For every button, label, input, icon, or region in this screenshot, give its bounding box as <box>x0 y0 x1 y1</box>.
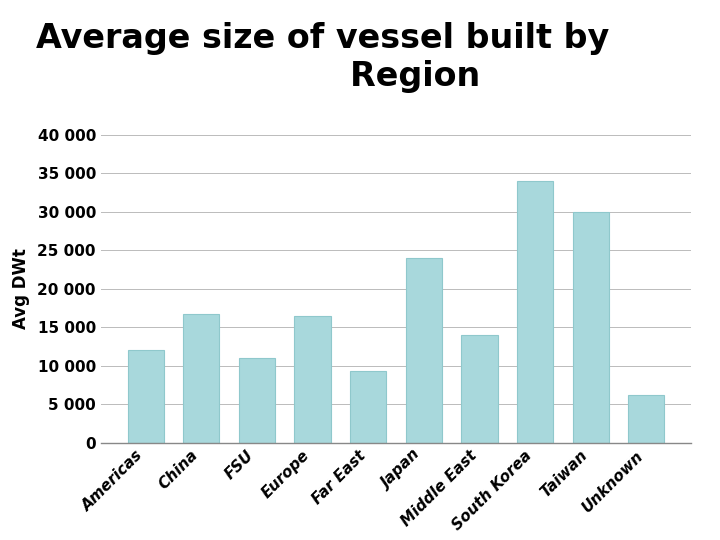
Bar <box>629 395 665 443</box>
Y-axis label: Avg DWt: Avg DWt <box>12 248 30 329</box>
Bar <box>406 258 442 443</box>
Text: Average size of vessel built by
                Region: Average size of vessel built by Region <box>36 22 609 93</box>
Bar <box>239 358 275 443</box>
Bar <box>462 335 498 443</box>
Bar <box>127 350 163 443</box>
Bar <box>350 371 386 443</box>
Bar <box>517 181 553 443</box>
Bar <box>294 316 330 443</box>
Bar <box>184 314 220 443</box>
Bar <box>572 212 608 443</box>
